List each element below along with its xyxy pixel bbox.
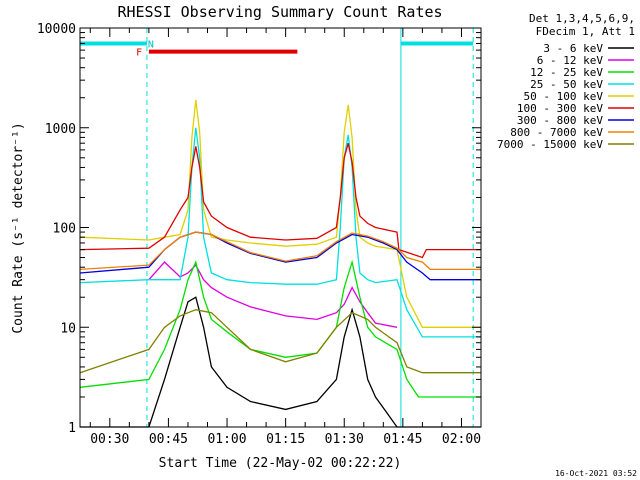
legend-label-50-100-kev: 50 - 100 keV	[524, 90, 604, 103]
legend-header-1: Det 1,3,4,5,6,9,	[529, 12, 635, 25]
series-line-100-300-kev	[79, 143, 481, 259]
y-axis-label: Count Rate (s⁻¹ detector⁻¹)	[11, 122, 26, 333]
series-layer	[79, 99, 481, 428]
y-tick-label: 1	[68, 421, 76, 436]
footer-timestamp: 16-Oct-2021 03:52	[555, 469, 637, 478]
legend-label-100-300-kev: 100 - 300 keV	[517, 102, 603, 115]
x-tick-label: 00:30	[90, 432, 129, 447]
plot-frame	[79, 27, 482, 428]
series-line-7000-15000-kev	[79, 309, 481, 374]
legend-label-800-7000-kev: 800 - 7000 keV	[510, 126, 603, 139]
x-tick-label: 01:00	[207, 432, 246, 447]
y-axis: 1 10 100 1000 10000	[37, 22, 481, 436]
mark-n: N	[148, 39, 154, 50]
y-tick-label: 100	[53, 222, 76, 237]
x-tick-label: 01:30	[325, 432, 364, 447]
mark-f: F	[136, 48, 142, 59]
legend-header-2: FDecim 1, Att 1	[536, 25, 635, 38]
legend-label-300-800-kev: 300 - 800 keV	[517, 114, 603, 127]
legend-label-25-50-kev: 25 - 50 keV	[530, 78, 603, 91]
annotations: NF	[79, 28, 474, 427]
series-line-12-25-kev	[79, 259, 481, 398]
x-tick-label: 01:45	[383, 432, 422, 447]
x-axis: 00:30 00:45 01:00 01:15 01:30 01:45 02:00	[89, 28, 482, 447]
legend-label-6-12-kev: 6 - 12 keV	[537, 54, 604, 67]
series-line-50-100-kev	[79, 99, 481, 328]
legend: Det 1,3,4,5,6,9, FDecim 1, Att 1 3 - 6 k…	[497, 12, 635, 151]
y-tick-label: 1000	[45, 122, 76, 137]
legend-label-7000-15000-kev: 7000 - 15000 keV	[497, 138, 603, 151]
x-tick-label: 02:00	[442, 432, 481, 447]
x-axis-label: Start Time (22-May-02 00:22:22)	[159, 456, 402, 471]
series-line-3-6-kev	[80, 296, 481, 428]
series-line-25-50-kev	[79, 127, 481, 338]
legend-label-12-25-kev: 12 - 25 keV	[530, 66, 603, 79]
y-tick-label: 10000	[37, 22, 76, 37]
x-tick-label: 01:15	[266, 432, 305, 447]
y-tick-label: 10	[60, 321, 76, 336]
chart-title: RHESSI Observing Summary Count Rates	[117, 3, 442, 21]
legend-label-3-6-kev: 3 - 6 keV	[543, 42, 603, 55]
series-line-800-7000-kev	[79, 231, 481, 271]
x-tick-label: 00:45	[149, 432, 188, 447]
